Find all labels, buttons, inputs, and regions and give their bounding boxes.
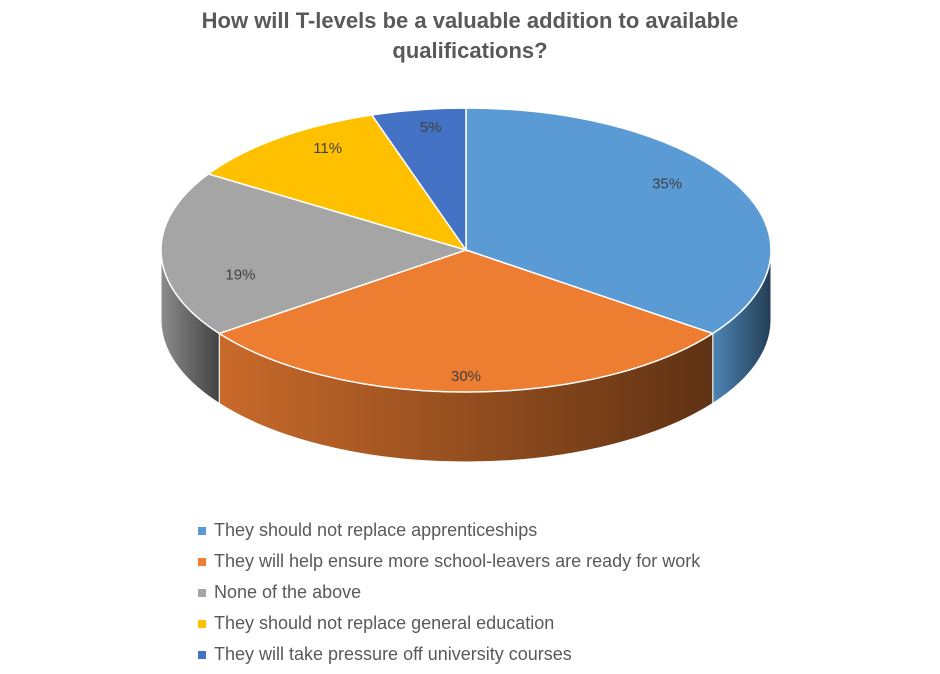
data-label: 30% [451, 368, 481, 385]
pie-slice [465, 107, 772, 335]
legend-label: They will help ensure more school-leaver… [214, 551, 701, 571]
legend-label: They should not replace apprenticeships [214, 520, 538, 540]
legend-swatch [198, 588, 206, 597]
legend-item: None of the above [198, 577, 700, 608]
legend-swatch [198, 650, 206, 659]
legend-label: They should not replace general educatio… [214, 613, 555, 633]
legend-swatch [198, 526, 206, 535]
pie-slice [217, 249, 715, 393]
data-label: 11% [313, 140, 342, 157]
legend-item: They should not replace general educatio… [198, 608, 700, 639]
data-label: 19% [225, 266, 255, 283]
pie-slice [370, 107, 467, 253]
data-label: 5% [420, 119, 442, 136]
pie-slice [206, 114, 468, 252]
chart-title: How will T-levels be a valuable addition… [201, 8, 739, 63]
data-label: 35% [652, 175, 682, 192]
pie-slice [160, 173, 469, 335]
legend-item: They will help ensure more school-leaver… [198, 546, 700, 577]
legend: They should not replace apprenticeships T… [198, 515, 700, 670]
legend-swatch [198, 619, 206, 628]
legend-label: None of the above [214, 582, 362, 602]
legend-swatch [198, 557, 206, 566]
legend-item: They will take pressure off university c… [198, 639, 700, 670]
legend-item: They should not replace apprenticeships [198, 515, 700, 546]
legend-label: They will take pressure off university c… [214, 644, 572, 664]
